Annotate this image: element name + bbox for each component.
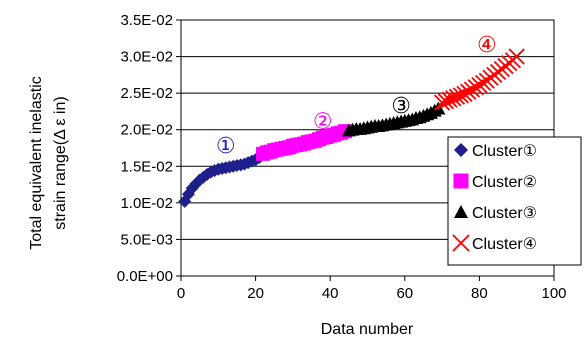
x-axis-ticks: 0 20 40 60 80 100 (177, 276, 567, 302)
x-tick-label-5: 100 (541, 285, 566, 302)
cluster-annotations: ① ② ③ ④ (216, 32, 497, 158)
y-tick-label-5: 2.5E-02 (120, 85, 173, 102)
point-cluster-4-10 (467, 79, 484, 96)
legend-marker-cluster-2 (453, 173, 469, 189)
cluster-annotation-4: ④ (477, 32, 497, 57)
y-tick-label-0: 0.0E+00 (117, 268, 173, 285)
y-tick-label-7: 3.5E-02 (120, 12, 173, 29)
y-axis-ticks: 0.0E+00 5.0E-03 1.0E-02 1.5E-02 2.0E-02 2.5E-… (117, 12, 181, 285)
cluster-annotation-2: ② (313, 108, 333, 133)
data-points (178, 48, 525, 208)
legend-markers (452, 143, 470, 252)
cluster-annotation-1: ① (216, 133, 236, 158)
point-cluster-4-8 (460, 83, 477, 100)
x-tick-label-4: 80 (471, 285, 488, 302)
y-tick-label-6: 3.0E-02 (120, 49, 173, 66)
legend-label-cluster-2: Cluster② (472, 174, 537, 191)
legend-label-cluster-1: Cluster① (472, 143, 537, 160)
point-cluster-4-9 (463, 81, 481, 98)
point-cluster-4-11 (471, 76, 488, 94)
x-tick-label-3: 60 (396, 285, 413, 302)
x-tick-label-2: 40 (322, 285, 339, 302)
x-tick-label-0: 0 (177, 285, 185, 302)
x-axis-title: Data number (321, 321, 414, 338)
legend-label-cluster-4: Cluster④ (472, 236, 537, 253)
point-cluster-4-21 (508, 48, 525, 65)
point-cluster-4-12 (474, 74, 492, 92)
y-tick-label-1: 5.0E-03 (120, 231, 173, 248)
y-axis-title-line-1: Total equivalent inelastic (28, 76, 45, 249)
legend: Cluster① Cluster② Cluster③ Cluster④ (447, 136, 582, 266)
y-tick-label-3: 1.5E-02 (120, 158, 173, 175)
legend-marker-cluster-4 (452, 234, 470, 252)
point-cluster-4-7 (456, 85, 473, 103)
legend-marker-cluster-1 (454, 143, 468, 157)
y-tick-label-2: 1.0E-02 (120, 195, 173, 212)
legend-box (447, 136, 582, 266)
legend-label-cluster-3: Cluster③ (472, 205, 537, 222)
y-tick-label-4: 2.0E-02 (120, 122, 173, 139)
legend-marker-cluster-3 (454, 205, 468, 218)
x-tick-label-1: 20 (247, 285, 264, 302)
y-axis-title-line-2: strain range(Δ ε in) (52, 96, 69, 229)
cluster-annotation-3: ③ (391, 93, 411, 118)
